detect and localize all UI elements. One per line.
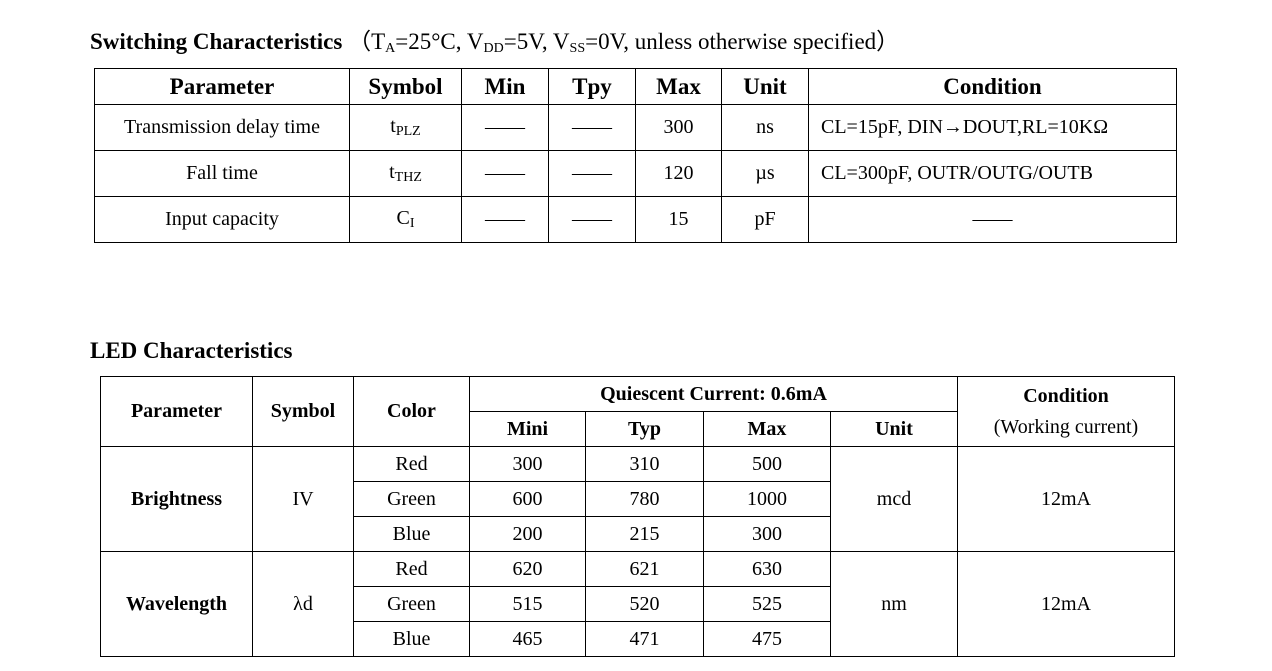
table-row: Wavelength λd Red 620 621 630 nm 12mA (100, 551, 1175, 657)
cell-max: 525 (703, 586, 831, 622)
switching-conditions: （TA=25°C, VDD=5V, VSS=0V, unless otherwi… (348, 29, 900, 56)
table-row: Fall time tTHZ —— —— 120 µs CL=300pF, OU… (94, 150, 1177, 197)
cell-color: Green (353, 586, 470, 622)
cell-typ: 520 (585, 586, 704, 622)
header-quiescent-current: Quiescent Current: 0.6mA (469, 376, 958, 412)
cell-symbol: λd (252, 551, 354, 657)
cell-condition: CL=300pF, OUTR/OUTG/OUTB (808, 150, 1177, 197)
header-condition: Condition (Working current) (957, 376, 1175, 447)
cell-max: 300 (703, 516, 831, 552)
cell-min: 620 (469, 551, 586, 587)
cell-unit: ns (721, 104, 809, 151)
cell-max: 630 (703, 551, 831, 587)
header-max: Max (635, 68, 722, 105)
table-row: Brightness IV Red 300 310 500 mcd 12mA (100, 446, 1175, 552)
cell-max: 475 (703, 621, 831, 657)
header-min: Mini (469, 411, 586, 447)
header-condition: Condition (808, 68, 1177, 105)
led-table: Parameter Symbol Color Quiescent Current… (100, 376, 1175, 657)
header-symbol: Symbol (252, 376, 354, 447)
cell-min: 300 (469, 446, 586, 482)
cell-typ: —— (548, 150, 636, 197)
cell-min: 465 (469, 621, 586, 657)
table-row: Transmission delay time tPLZ —— —— 300 n… (94, 104, 1177, 151)
cell-condition: —— (808, 196, 1177, 243)
header-symbol: Symbol (349, 68, 462, 105)
cell-typ: —— (548, 196, 636, 243)
table-row: Green 600 780 1000 (101, 481, 1175, 517)
cell-max: 500 (703, 446, 831, 482)
table-header-row: Mini Typ Max Unit (101, 411, 1175, 447)
cell-parameter: Transmission delay time (94, 104, 350, 151)
switching-table: Parameter Symbol Min Tpy Max Unit Condit… (94, 68, 1177, 243)
cell-condition: 12mA (957, 446, 1175, 552)
header-unit: Unit (721, 68, 809, 105)
cell-max: 120 (635, 150, 722, 197)
cell-min: 600 (469, 481, 586, 517)
header-max: Max (703, 411, 831, 447)
cell-unit: nm (830, 551, 958, 657)
cell-typ: 471 (585, 621, 704, 657)
cell-unit: µs (721, 150, 809, 197)
cell-min: 200 (469, 516, 586, 552)
table-row: Input capacity CI —— —— 15 pF —— (94, 196, 1177, 243)
header-parameter: Parameter (100, 376, 253, 447)
cell-color: Red (353, 446, 470, 482)
table-row: Blue 200 215 300 (101, 516, 1175, 552)
switching-title: Switching Characteristics （TA=25°C, VDD=… (90, 22, 899, 57)
cell-max: 300 (635, 104, 722, 151)
cell-min: —— (461, 150, 549, 197)
cell-typ: 621 (585, 551, 704, 587)
cell-symbol: CI (349, 196, 462, 243)
cell-condition: CL=15pF, DIN→DOUT,RL=10KΩ (808, 104, 1177, 151)
header-typ: Tpy (548, 68, 636, 105)
cell-color: Red (353, 551, 470, 587)
table-header-row: Parameter Symbol Color Quiescent Current… (100, 376, 1175, 447)
cell-max: 15 (635, 196, 722, 243)
cell-typ: —— (548, 104, 636, 151)
led-title: LED Characteristics (90, 338, 293, 363)
cell-parameter: Wavelength (100, 551, 253, 657)
table-header-row: Parameter Symbol Min Tpy Max Unit Condit… (94, 68, 1177, 105)
header-unit: Unit (830, 411, 958, 447)
table-row: Green 515 520 525 (101, 586, 1175, 622)
cell-color: Blue (353, 621, 470, 657)
header-color: Color (353, 376, 470, 447)
header-parameter: Parameter (94, 68, 350, 105)
header-typ: Typ (585, 411, 704, 447)
cell-condition: 12mA (957, 551, 1175, 657)
cell-symbol: IV (252, 446, 354, 552)
cell-symbol: tTHZ (349, 150, 462, 197)
cell-typ: 780 (585, 481, 704, 517)
cell-typ: 215 (585, 516, 704, 552)
cell-min: —— (461, 196, 549, 243)
cell-color: Blue (353, 516, 470, 552)
table-row: Blue 465 471 475 (101, 621, 1175, 657)
cell-max: 1000 (703, 481, 831, 517)
header-min: Min (461, 68, 549, 105)
cell-parameter: Brightness (100, 446, 253, 552)
cell-unit: mcd (830, 446, 958, 552)
switching-title-text: Switching Characteristics (90, 29, 343, 54)
cell-parameter: Fall time (94, 150, 350, 197)
cell-color: Green (353, 481, 470, 517)
cell-min: 515 (469, 586, 586, 622)
cell-symbol: tPLZ (349, 104, 462, 151)
cell-typ: 310 (585, 446, 704, 482)
cell-min: —— (461, 104, 549, 151)
cell-unit: pF (721, 196, 809, 243)
cell-parameter: Input capacity (94, 196, 350, 243)
